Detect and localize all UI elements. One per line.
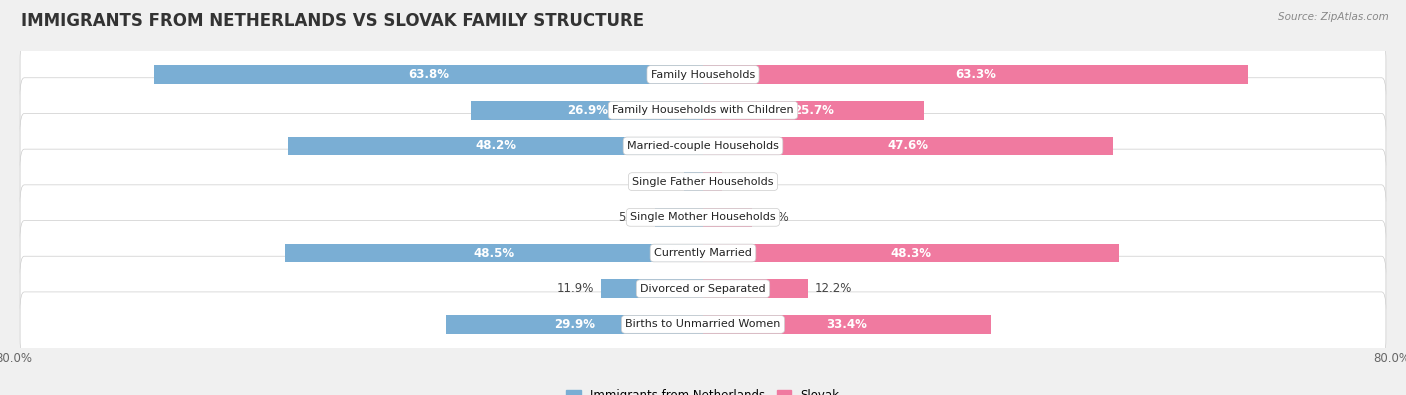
Text: 48.3%: 48.3% [890,246,931,260]
Bar [703,65,1249,84]
Text: 2.2%: 2.2% [647,175,678,188]
Text: 5.7%: 5.7% [759,211,789,224]
Text: 63.8%: 63.8% [408,68,449,81]
Text: 48.2%: 48.2% [475,139,516,152]
Bar [446,315,703,334]
Text: 26.9%: 26.9% [567,104,607,117]
Text: Family Households: Family Households [651,70,755,79]
Bar [285,244,703,262]
Text: 33.4%: 33.4% [827,318,868,331]
Text: Family Households with Children: Family Households with Children [612,105,794,115]
Text: Source: ZipAtlas.com: Source: ZipAtlas.com [1278,12,1389,22]
Bar [703,172,721,191]
Bar [471,101,703,120]
Text: 63.3%: 63.3% [955,68,995,81]
Bar [655,208,703,227]
FancyBboxPatch shape [20,149,1386,214]
Text: Currently Married: Currently Married [654,248,752,258]
FancyBboxPatch shape [20,185,1386,250]
Legend: Immigrants from Netherlands, Slovak: Immigrants from Netherlands, Slovak [562,384,844,395]
Bar [703,244,1119,262]
Bar [685,172,703,191]
Bar [703,315,991,334]
Bar [153,65,703,84]
Text: 25.7%: 25.7% [793,104,834,117]
FancyBboxPatch shape [20,42,1386,107]
Text: Single Father Households: Single Father Households [633,177,773,186]
Text: 29.9%: 29.9% [554,318,595,331]
Text: Births to Unmarried Women: Births to Unmarried Women [626,320,780,329]
Bar [703,279,808,298]
Bar [703,101,924,120]
FancyBboxPatch shape [20,292,1386,357]
Bar [703,137,1114,155]
FancyBboxPatch shape [20,78,1386,143]
Bar [703,208,752,227]
FancyBboxPatch shape [20,113,1386,179]
Text: Divorced or Separated: Divorced or Separated [640,284,766,294]
Bar [288,137,703,155]
Text: Married-couple Households: Married-couple Households [627,141,779,151]
Bar [600,279,703,298]
Text: 47.6%: 47.6% [887,139,928,152]
Text: 2.2%: 2.2% [728,175,759,188]
Text: IMMIGRANTS FROM NETHERLANDS VS SLOVAK FAMILY STRUCTURE: IMMIGRANTS FROM NETHERLANDS VS SLOVAK FA… [21,12,644,30]
Text: 48.5%: 48.5% [474,246,515,260]
FancyBboxPatch shape [20,220,1386,286]
Text: 5.6%: 5.6% [619,211,648,224]
FancyBboxPatch shape [20,256,1386,321]
Text: 11.9%: 11.9% [557,282,593,295]
Text: 12.2%: 12.2% [815,282,852,295]
Text: Single Mother Households: Single Mother Households [630,213,776,222]
